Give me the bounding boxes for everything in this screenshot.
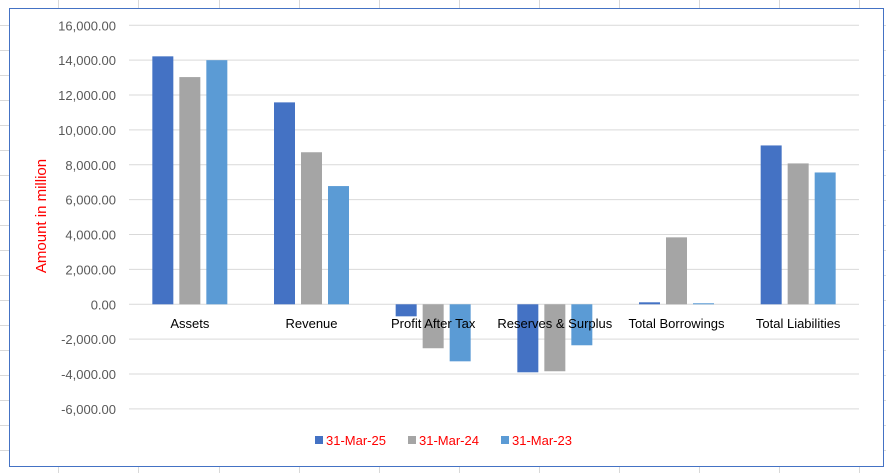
y-tick-label: 4,000.00 xyxy=(65,228,116,243)
bar-31-mar-25 xyxy=(395,304,417,317)
bar-31-mar-23 xyxy=(328,186,349,305)
bar-31-mar-23 xyxy=(814,172,836,305)
bar-31-mar-23 xyxy=(693,303,714,305)
y-tick-label: 10,000.00 xyxy=(58,123,116,138)
bar-31-mar-23 xyxy=(571,304,593,346)
bar-31-mar-24 xyxy=(422,304,444,349)
legend-swatch xyxy=(315,436,323,444)
category-label: Assets xyxy=(170,316,210,331)
y-tick-label: 16,000.00 xyxy=(58,18,116,33)
category-label: Total Borrowings xyxy=(628,316,725,331)
bar-31-mar-25 xyxy=(152,56,174,305)
category-label: Reserves & Surplus xyxy=(497,316,612,331)
legend-swatch xyxy=(501,436,509,444)
category-label: Profit After Tax xyxy=(391,316,476,331)
y-tick-label: 12,000.00 xyxy=(58,88,116,103)
y-axis-title: Amount in million xyxy=(33,159,50,273)
category-label: Revenue xyxy=(285,316,337,331)
y-tick-label: 8,000.00 xyxy=(65,158,116,173)
bar-31-mar-24 xyxy=(544,304,566,372)
bar-31-mar-25 xyxy=(274,102,295,305)
legend-label: 31-Mar-25 xyxy=(326,433,386,448)
bar-31-mar-24 xyxy=(666,237,687,305)
bar-31-mar-25 xyxy=(760,145,782,305)
y-tick-label: 0.00 xyxy=(91,297,116,312)
category-label: Total Liabilities xyxy=(756,316,841,331)
y-tick-label: 14,000.00 xyxy=(58,53,116,68)
y-tick-label: -6,000.00 xyxy=(61,402,116,417)
legend-label: 31-Mar-24 xyxy=(419,433,479,448)
bar-31-mar-25 xyxy=(639,302,660,305)
y-tick-label: -2,000.00 xyxy=(61,332,116,347)
bar-31-mar-23 xyxy=(449,304,471,362)
bar-31-mar-24 xyxy=(179,77,201,305)
y-tick-label: -4,000.00 xyxy=(61,367,116,382)
bar-31-mar-24 xyxy=(301,152,322,305)
legend-label: 31-Mar-23 xyxy=(512,433,572,448)
y-tick-label: 2,000.00 xyxy=(65,262,116,277)
legend-swatch xyxy=(408,436,416,444)
y-tick-label: 6,000.00 xyxy=(65,193,116,208)
bar-31-mar-24 xyxy=(787,163,809,305)
bar-31-mar-25 xyxy=(517,304,539,373)
bar-31-mar-23 xyxy=(206,60,228,305)
